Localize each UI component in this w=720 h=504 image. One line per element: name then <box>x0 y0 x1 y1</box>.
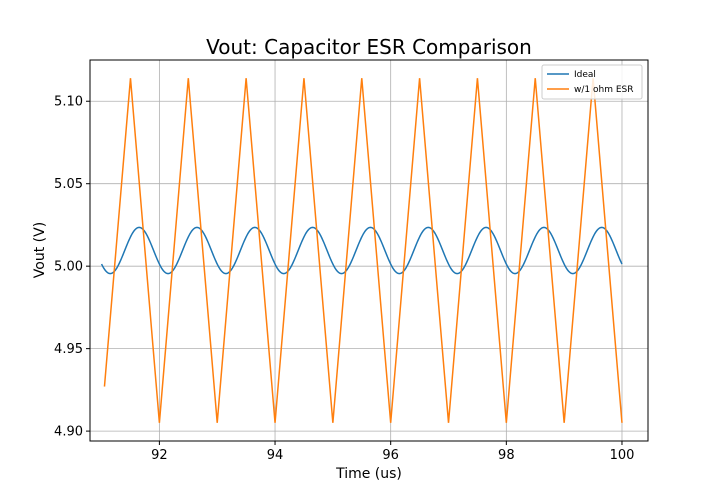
x-tick-label: 98 <box>498 448 515 463</box>
legend: Ideal w/1 ohm ESR <box>541 64 643 100</box>
series-line-esr <box>103 78 623 423</box>
y-tick-label: 4.95 <box>54 342 83 357</box>
y-tick-label: 5.05 <box>54 177 83 192</box>
chart-title: Vout: Capacitor ESR Comparison <box>206 35 532 59</box>
series-layer <box>100 78 623 423</box>
grid <box>90 60 648 441</box>
series-line-ideal <box>100 226 623 275</box>
y-tick-label: 5.00 <box>54 260 83 275</box>
y-tick-label: 5.10 <box>54 95 83 110</box>
y-axis-label: Vout (V) <box>32 222 48 278</box>
x-tick-label: 100 <box>610 448 635 463</box>
plot-frame <box>89 59 649 442</box>
ticks: 92 94 96 98 100 4.90 4.95 5.00 5.05 5.10 <box>54 95 634 463</box>
legend-label-esr: w/1 ohm ESR <box>574 85 633 95</box>
x-axis-label: Time (us) <box>335 466 402 482</box>
x-tick-label: 94 <box>267 448 284 463</box>
x-tick-label: 92 <box>151 448 168 463</box>
plot-area: 92 94 96 98 100 4.90 4.95 5.00 5.05 5.10 <box>54 59 649 463</box>
y-tick-label: 4.90 <box>54 425 83 440</box>
legend-label-ideal: Ideal <box>574 70 596 80</box>
x-tick-label: 96 <box>382 448 399 463</box>
